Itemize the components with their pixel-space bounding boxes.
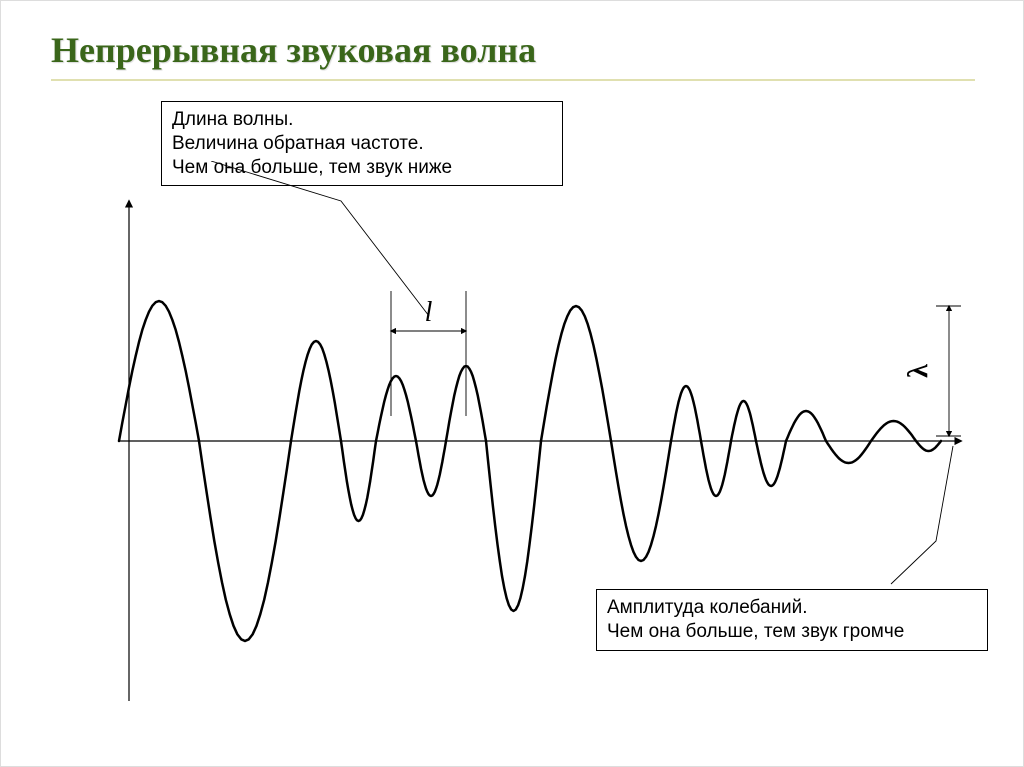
amplitude-callout-box: Амплитуда колебаний. Чем она больше, тем…: [596, 589, 988, 651]
amplitude-line1: Амплитуда колебаний.: [607, 596, 977, 620]
amplitude-line2: Чем она больше, тем звук громче: [607, 620, 977, 644]
title-underline: [51, 79, 975, 81]
diagram-area: Длина волны. Величина обратная частоте. …: [41, 101, 985, 721]
svg-text:λ: λ: [903, 364, 934, 378]
wavelength-line1: Длина волны.: [172, 108, 552, 132]
slide-root: Непрерывная звуковая волна Длина волны. …: [0, 0, 1024, 767]
wavelength-line2: Величина обратная частоте.: [172, 132, 552, 156]
slide-title: Непрерывная звуковая волна: [51, 29, 536, 71]
